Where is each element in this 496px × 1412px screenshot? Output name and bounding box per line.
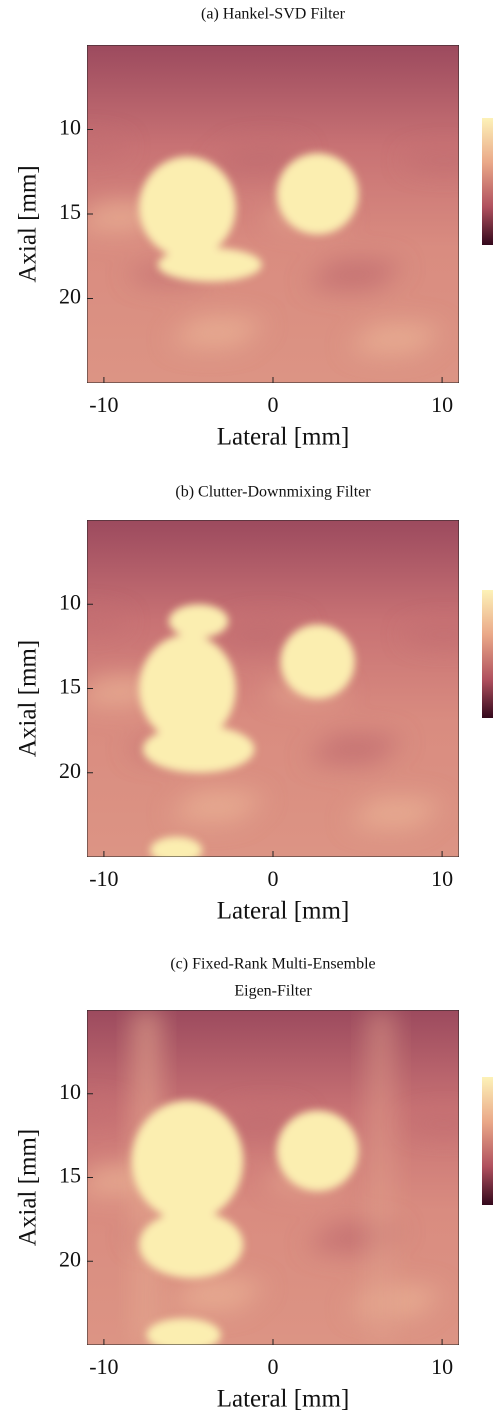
- bright-regions: [139, 604, 355, 857]
- x-tick-label: -10: [89, 1354, 118, 1379]
- y-tick-label: 10: [59, 589, 81, 614]
- bright-region: [146, 1318, 221, 1345]
- x-tick-label: -10: [89, 392, 118, 417]
- texture-patch: [169, 329, 250, 350]
- texture-patch: [210, 631, 291, 652]
- bright-region: [139, 156, 236, 258]
- heatmap-image: [87, 520, 459, 857]
- y-axis-label: Axial [mm]: [15, 640, 42, 757]
- y-tick-label: 10: [59, 1079, 81, 1104]
- texture-patch: [404, 1113, 459, 1134]
- colorbar: [482, 590, 493, 718]
- y-tick-label: 15: [59, 674, 81, 699]
- chart-title: (c) Fixed-Rank Multi-Ensemble: [170, 956, 375, 973]
- x-tick-label: 0: [268, 866, 279, 891]
- y-tick-label: 20: [59, 758, 81, 783]
- streak: [366, 1010, 396, 1345]
- y-tick-label: 20: [59, 284, 81, 309]
- texture-patch: [404, 624, 459, 645]
- bright-regions: [139, 153, 359, 282]
- heatmap-image: [87, 1010, 459, 1345]
- bright-region: [139, 634, 236, 743]
- texture-patch: [169, 1291, 250, 1312]
- colorbar: [482, 118, 493, 245]
- x-tick-label: -10: [89, 866, 118, 891]
- bright-region: [280, 624, 355, 699]
- x-tick-label: 10: [431, 1354, 453, 1379]
- chart-title: (b) Clutter-Downmixing Filter: [175, 484, 371, 501]
- texture-patch: [210, 156, 291, 177]
- y-tick-label: 10: [59, 115, 81, 140]
- y-tick-label: 20: [59, 1246, 81, 1271]
- texture-patch: [87, 611, 127, 632]
- texture-patch: [404, 149, 459, 170]
- x-tick-label: 0: [268, 392, 279, 417]
- bright-regions: [131, 1100, 359, 1345]
- x-axis-label: Lateral [mm]: [217, 898, 350, 925]
- bright-region: [276, 1110, 359, 1191]
- heatmap-image: [87, 45, 459, 383]
- chart-title: Eigen-Filter: [234, 983, 312, 1000]
- texture-patch: [87, 1100, 127, 1121]
- x-tick-label: 10: [431, 866, 453, 891]
- texture-patch: [348, 809, 429, 830]
- bright-region: [139, 1211, 244, 1278]
- bright-region: [142, 725, 255, 773]
- y-axis-label: Axial [mm]: [15, 165, 42, 282]
- chart-title: (a) Hankel-SVD Filter: [201, 6, 346, 23]
- bright-region: [276, 153, 359, 235]
- x-tick-label: 0: [268, 1354, 279, 1379]
- texture-patch: [307, 271, 388, 292]
- x-axis-label: Lateral [mm]: [217, 424, 350, 451]
- texture-patch: [348, 335, 429, 356]
- x-tick-label: 10: [431, 392, 453, 417]
- bright-region: [131, 1100, 244, 1222]
- bright-region: [150, 836, 203, 857]
- y-tick-label: 15: [59, 199, 81, 224]
- texture-patch: [87, 688, 154, 709]
- texture-patch: [87, 214, 154, 235]
- y-axis-label: Axial [mm]: [15, 1129, 42, 1246]
- y-tick-label: 15: [59, 1163, 81, 1188]
- x-axis-label: Lateral [mm]: [217, 1386, 350, 1412]
- texture-patch: [169, 803, 250, 824]
- texture-patch: [307, 745, 388, 766]
- bright-region: [157, 247, 262, 282]
- bright-region: [168, 604, 229, 638]
- texture-patch: [87, 136, 127, 157]
- colorbar: [482, 1077, 493, 1205]
